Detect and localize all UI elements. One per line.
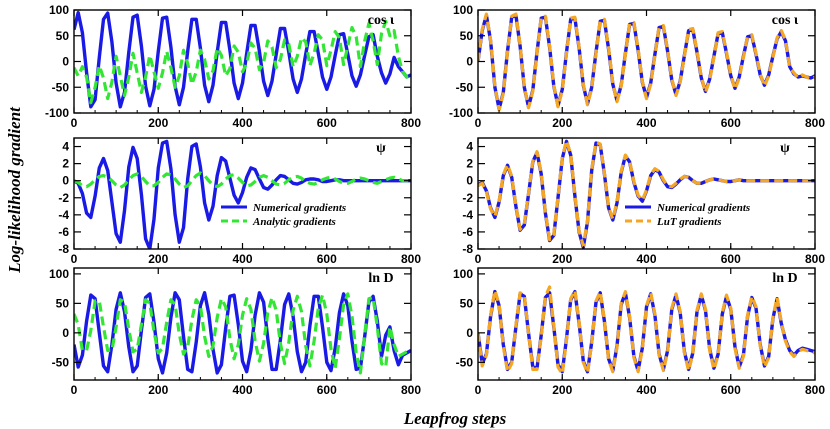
- x-tick-label: 200: [148, 383, 168, 397]
- x-tick-label: 200: [552, 116, 572, 130]
- y-tick-label: 2: [466, 157, 473, 171]
- panel-title: ln D: [368, 271, 393, 286]
- y-tick-label: 100: [453, 3, 473, 17]
- series-dashed-lnd-lut: [478, 285, 815, 376]
- x-tick-label: 800: [805, 252, 825, 266]
- x-tick-label: 600: [317, 383, 337, 397]
- x-axis-title: Leapfrog steps: [403, 409, 507, 428]
- series-dashed-psi-analytic: [74, 171, 411, 190]
- y-tick-label: 0: [62, 55, 69, 69]
- y-tick-label: 50: [460, 296, 474, 310]
- legend-label: Analytic gradients: [252, 216, 336, 228]
- x-tick-label: 0: [71, 116, 78, 130]
- panel-title: ψ: [376, 141, 386, 156]
- x-tick-label: 800: [805, 116, 825, 130]
- y-tick-label: -4: [58, 208, 69, 222]
- x-tick-label: 600: [317, 116, 337, 130]
- x-tick-label: 600: [317, 252, 337, 266]
- y-tick-label: -2: [58, 191, 69, 205]
- x-tick-label: 600: [721, 116, 741, 130]
- legend-label: Numerical gradients: [252, 202, 346, 214]
- x-tick-label: 200: [148, 252, 168, 266]
- panel-psi-lut: 0 200 400 600 800 -8 -6 -4 -2 0 2 4 ψ Numerical gradi…: [462, 137, 825, 266]
- x-tick-label: 600: [721, 252, 741, 266]
- x-tick-label: 400: [636, 116, 656, 130]
- y-tick-label: -6: [58, 225, 69, 239]
- series-dashed-cos-lut: [478, 12, 815, 112]
- y-tick-label: 0: [62, 174, 69, 188]
- x-tick-label: 400: [636, 383, 656, 397]
- y-tick-label: 0: [466, 174, 473, 188]
- y-tick-label: 50: [460, 29, 474, 43]
- y-tick-label: 0: [62, 326, 69, 340]
- y-tick-label: 50: [56, 29, 70, 43]
- y-tick-label: 100: [453, 267, 473, 281]
- series-solid-psi-analytic: [74, 139, 411, 249]
- x-tick-label: 0: [475, 116, 482, 130]
- y-tick-label: -50: [456, 355, 474, 369]
- series-dashed-cos-analytic: [74, 19, 411, 105]
- y-tick-label: 100: [49, 3, 69, 17]
- x-tick-label: 400: [232, 252, 252, 266]
- y-tick-label: -8: [462, 242, 473, 256]
- series-solid-lnd-analytic: [74, 291, 411, 375]
- x-tick-label: 800: [805, 383, 825, 397]
- y-tick-label: -6: [462, 225, 473, 239]
- y-tick-label: -2: [462, 191, 473, 205]
- y-tick-label: -8: [58, 242, 69, 256]
- legend: Numerical gradients LuT gradients: [625, 202, 750, 228]
- y-tick-label: 4: [62, 140, 69, 154]
- y-tick-label: 100: [49, 267, 69, 281]
- panel-title: cos ι: [368, 13, 395, 28]
- x-tick-label: 800: [401, 383, 421, 397]
- x-tick-label: 800: [401, 116, 421, 130]
- y-tick-label: 0: [466, 55, 473, 69]
- y-tick-label: 50: [56, 296, 70, 310]
- panel-title: cos ι: [772, 13, 799, 28]
- panel-title: ln D: [772, 271, 797, 286]
- legend-label: Numerical gradients: [656, 202, 750, 214]
- y-tick-label: -50: [52, 80, 70, 94]
- x-tick-label: 200: [148, 116, 168, 130]
- x-tick-label: 0: [71, 383, 78, 397]
- panel-title: ψ: [780, 141, 790, 156]
- legend-label: LuT gradients: [656, 216, 721, 228]
- x-tick-label: 400: [636, 252, 656, 266]
- y-tick-label: 4: [466, 140, 473, 154]
- y-tick-label: -50: [456, 80, 474, 94]
- y-tick-label: -100: [449, 106, 473, 120]
- x-tick-label: 400: [232, 383, 252, 397]
- x-tick-label: 200: [552, 383, 572, 397]
- x-tick-label: 600: [721, 383, 741, 397]
- series-dashed-psi-lut: [478, 139, 815, 248]
- x-tick-label: 200: [552, 252, 572, 266]
- panel-cos-analytic: 0 200 400 600 800 -100 -50 0 50 100 cos ι: [45, 3, 421, 130]
- panel-cos-lut: 0 200 400 600 800 -100 -50 0 50 100 cos ι: [449, 3, 825, 130]
- y-tick-label: 2: [62, 157, 69, 171]
- x-tick-label: 0: [71, 252, 78, 266]
- series-dashed-lnd-analytic: [74, 292, 411, 375]
- legend: Numerical gradients Analytic gradients: [221, 202, 346, 228]
- series-solid-cos-analytic: [74, 10, 411, 109]
- panel-psi-analytic: 0 200 400 600 800 -8 -6 -4 -2 0 2 4 ψ Numerical gradi…: [58, 137, 421, 266]
- x-tick-label: 0: [475, 252, 482, 266]
- x-tick-label: 0: [475, 383, 482, 397]
- y-tick-label: -50: [52, 355, 70, 369]
- y-tick-label: 0: [466, 326, 473, 340]
- y-tick-label: -100: [45, 106, 69, 120]
- y-axis-title: Log-likelihood gradient: [5, 106, 24, 274]
- x-tick-label: 800: [401, 252, 421, 266]
- x-tick-label: 400: [232, 116, 252, 130]
- y-tick-label: -4: [462, 208, 473, 222]
